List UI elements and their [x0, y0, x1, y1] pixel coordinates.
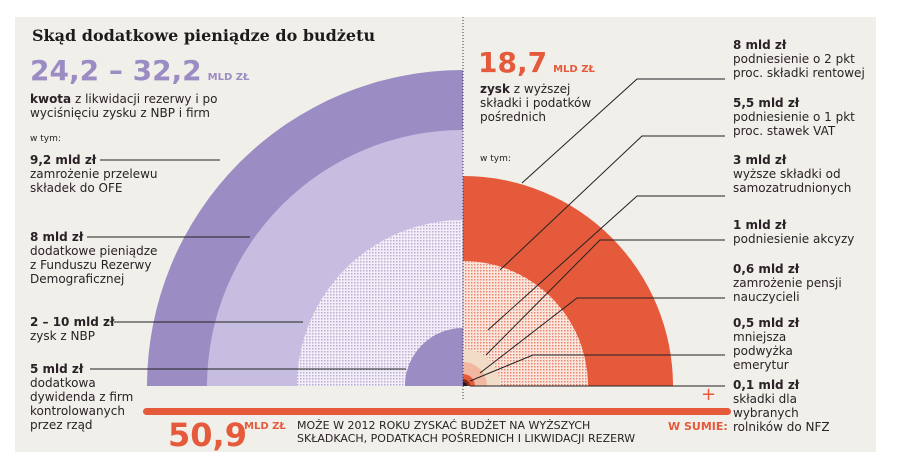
value: 3 mld zł: [733, 153, 787, 167]
left-w-tym: w tym:: [30, 134, 61, 144]
value: 8 mld zł: [30, 230, 84, 244]
left-description: kwota z likwidacji rezerwy i po wyciśnię…: [30, 92, 290, 120]
right-w-tym: w tym:: [480, 154, 511, 164]
leader-lines: [87, 78, 725, 387]
label: dodatkowe pieniądze z Funduszu Rezerwy D…: [30, 244, 158, 286]
label-rentowa: 8 mld zł podniesienie o 2 pkt proc. skład…: [733, 38, 883, 80]
value: 5,5 mld zł: [733, 96, 800, 110]
label: podniesienie o 2 pkt proc. składki rento…: [733, 52, 865, 80]
label: mniejsza podwyżka emerytur: [733, 330, 793, 372]
arc-dywidenda: [405, 328, 463, 386]
label: podniesienie o 1 pkt proc. stawek VAT: [733, 110, 855, 138]
left-desc-bold: kwota: [30, 92, 72, 106]
label: zysk z NBP: [30, 329, 95, 343]
right-desc-text: z wyższej składki i podatków pośrednich: [480, 82, 592, 124]
label-nbp: 2 – 10 mld zł zysk z NBP: [30, 315, 160, 343]
footer-total: 50,9: [168, 416, 247, 454]
left-total: 24,2 – 32,2 MLD ZŁ: [30, 56, 249, 93]
label-rolnicy: 0,1 mld zł składki dla wybranych rolników…: [733, 378, 848, 434]
value: 5 mld zł: [30, 362, 84, 376]
label-dywidenda: 5 mld zł dodatkowa dywidenda z firm kontr…: [30, 362, 140, 432]
value: 8 mld zł: [733, 38, 787, 52]
label: zamrożenie pensji nauczycieli: [733, 276, 842, 304]
label-vat: 5,5 mld zł podniesienie o 1 pkt proc. sta…: [733, 96, 873, 138]
value: 0,6 mld zł: [733, 262, 800, 276]
right-description: zysk z wyższej składki i podatków pośred…: [480, 82, 615, 124]
value: 9,2 mld zł: [30, 153, 97, 167]
right-total-value: 18,7: [478, 46, 548, 79]
label-akcyza: 1 mld zł podniesienie akcyzy: [733, 218, 873, 246]
right-desc-bold: zysk: [480, 82, 510, 96]
label-frd: 8 mld zł dodatkowe pieniądze z Funduszu R…: [30, 230, 160, 286]
value: 1 mld zł: [733, 218, 787, 232]
left-total-value: 24,2 – 32,2: [30, 54, 202, 87]
total-bar: [143, 408, 731, 415]
label: wyższe składki od samozatrudnionych: [733, 167, 852, 195]
label: zamrożenie przelewu składek do OFE: [30, 167, 158, 195]
label-ofe: 9,2 mld zł zamrożenie przelewu składek do…: [30, 153, 180, 195]
arc-rolnicy: [463, 382, 467, 386]
footer-text: MOŻE W 2012 ROKU ZYSKAĆ BUDŻET NA WYŻSZY…: [297, 419, 636, 445]
label: składki dla wybranych rolników do NFZ: [733, 392, 830, 434]
label-samozatrudnieni: 3 mld zł wyższe składki od samozatrudnion…: [733, 153, 878, 195]
value: 2 – 10 mld zł: [30, 315, 115, 329]
footer-unit: MLD ZŁ: [244, 421, 286, 432]
plus-icon: +: [701, 384, 717, 405]
left-total-unit: MLD ZŁ: [207, 72, 250, 83]
left-desc-text: z likwidacji rezerwy i po wyciśnięciu zy…: [30, 92, 218, 120]
value: 0,5 mld zł: [733, 316, 800, 330]
label: dodatkowa dywidenda z firm kontrolowanyc…: [30, 376, 134, 432]
chart-title: Skąd dodatkowe pieniądze do budżetu: [32, 26, 376, 45]
right-total-unit: MLD ZŁ: [553, 64, 595, 75]
label: podniesienie akcyzy: [733, 232, 855, 246]
label-nauczyciele: 0,6 mld zł zamrożenie pensji nauczycieli: [733, 262, 853, 304]
value: 0,1 mld zł: [733, 378, 800, 392]
label-emerytury: 0,5 mld zł mniejsza podwyżka emerytur: [733, 316, 848, 372]
sum-label: W SUMIE:: [668, 420, 728, 433]
right-total: 18,7 MLD ZŁ: [478, 48, 595, 85]
arc-nbp: [297, 220, 463, 386]
